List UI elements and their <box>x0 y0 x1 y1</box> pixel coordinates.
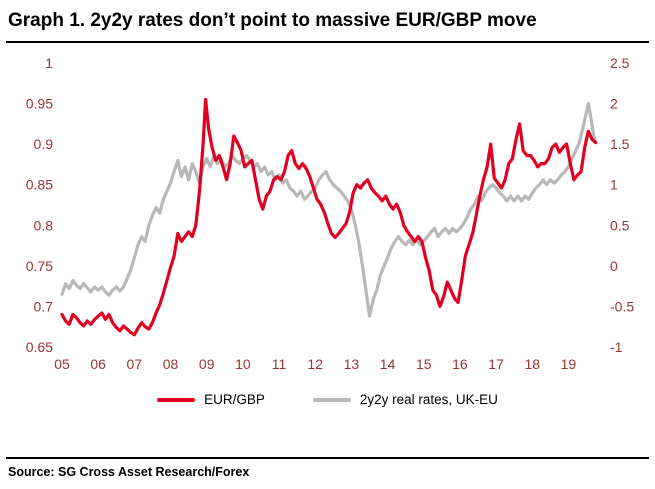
right-axis-tick-label: 1.5 <box>610 136 630 152</box>
footer-rule <box>6 457 649 459</box>
chart-area: 1 0.95 0.9 0.85 0.8 0.75 0.7 0.65 2.5 2 1.5 1 0.5 0 -0… <box>6 49 649 388</box>
right-axis-tick-label: -0.5 <box>610 298 634 314</box>
x-axis-tick-label: 07 <box>127 356 143 372</box>
footer: Source: SG Cross Asset Research/Forex <box>6 457 649 479</box>
x-axis-tick-label: 12 <box>307 356 323 372</box>
right-axis-tick-label: 2.5 <box>610 55 630 71</box>
x-axis-tick-label: 10 <box>235 356 251 372</box>
legend-swatch-eurgbp <box>157 397 196 402</box>
x-axis-tick-label: 14 <box>380 356 396 372</box>
left-axis-tick-label: 0.8 <box>34 217 54 233</box>
right-axis-tick-label: 0.5 <box>610 217 630 233</box>
chart-canvas: 1 0.95 0.9 0.85 0.8 0.75 0.7 0.65 2.5 2 1.5 1 0.5 0 -0… <box>26 55 635 372</box>
x-axis-tick-label: 08 <box>163 356 179 372</box>
x-axis-tick-label: 13 <box>344 356 360 372</box>
x-axis-tick-label: 17 <box>488 356 504 372</box>
source-text: Source: SG Cross Asset Research/Forex <box>8 465 250 479</box>
series-line-eurgbp <box>60 97 598 337</box>
right-axis-tick-label: 1 <box>610 177 618 193</box>
legend-swatch-rates <box>312 397 351 402</box>
x-axis-tick-label: 16 <box>452 356 468 372</box>
legend-label-rates: 2y2y real rates, UK-EU <box>359 392 498 407</box>
left-axis-tick-label: 0.65 <box>26 339 53 355</box>
x-axis-tick-label: 18 <box>524 356 540 372</box>
left-axis-tick-label: 0.9 <box>34 136 54 152</box>
legend-item-eurgbp: EUR/GBP <box>157 392 265 407</box>
x-axis-tick-label: 06 <box>90 356 106 372</box>
title-rule <box>6 41 649 43</box>
x-axis-tick-label: 11 <box>272 356 287 372</box>
legend-label-eurgbp: EUR/GBP <box>204 392 265 407</box>
series-line-rates <box>60 101 598 318</box>
left-axis-tick-label: 1 <box>45 55 53 71</box>
graph-title: Graph 1. 2y2y rates don’t point to massi… <box>8 10 537 31</box>
right-axis-tick-label: -1 <box>610 339 623 355</box>
right-axis-tick-label: 0 <box>610 258 618 274</box>
left-axis-tick-label: 0.7 <box>34 298 54 314</box>
left-axis-tick-label: 0.75 <box>26 258 53 274</box>
x-axis-tick-label: 19 <box>561 356 577 372</box>
chart-legend: EUR/GBP 2y2y real rates, UK-EU <box>6 392 649 407</box>
x-axis-tick-label: 15 <box>416 356 432 372</box>
legend-item-rates: 2y2y real rates, UK-EU <box>312 392 498 407</box>
x-axis-tick-label: 05 <box>54 356 70 372</box>
right-axis-tick-label: 2 <box>610 96 618 112</box>
x-axis-tick-label: 09 <box>199 356 215 372</box>
left-axis-tick-label: 0.85 <box>26 177 53 193</box>
left-axis-tick-label: 0.95 <box>26 96 53 112</box>
